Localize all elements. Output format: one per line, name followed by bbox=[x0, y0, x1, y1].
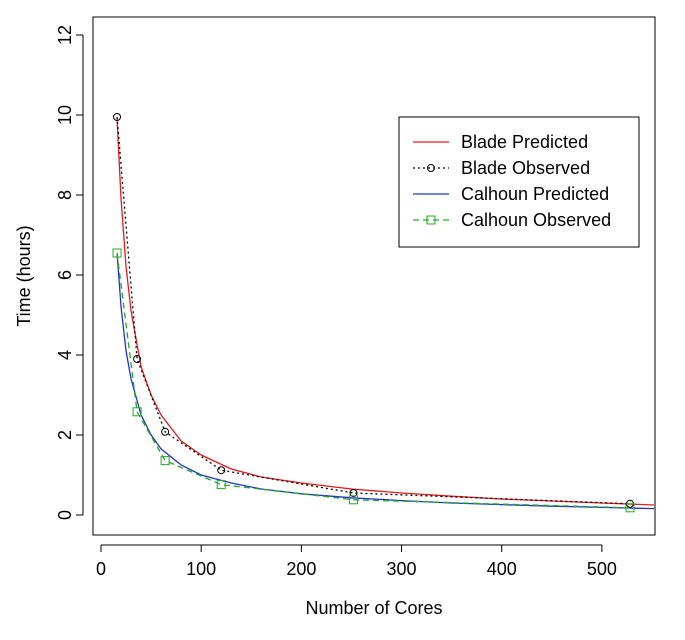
point-marker bbox=[625, 503, 635, 513]
y-tick-label: 8 bbox=[55, 190, 75, 200]
x-tick-label: 400 bbox=[487, 559, 517, 579]
point-marker bbox=[161, 427, 170, 436]
y-tick-label: 0 bbox=[55, 510, 75, 520]
y-tick-label: 12 bbox=[55, 25, 75, 45]
point-marker bbox=[112, 248, 122, 258]
x-tick-label: 300 bbox=[387, 559, 417, 579]
x-axis-title: Number of Cores bbox=[305, 598, 442, 618]
legend-label: Blade Predicted bbox=[461, 132, 588, 152]
x-tick-label: 0 bbox=[96, 559, 106, 579]
legend-marker bbox=[426, 215, 436, 225]
legend-label: Blade Observed bbox=[461, 158, 590, 178]
point-marker bbox=[217, 466, 226, 475]
point-marker bbox=[348, 495, 358, 505]
y-tick-label: 10 bbox=[55, 105, 75, 125]
point-marker bbox=[113, 113, 122, 121]
x-tick-label: 200 bbox=[286, 559, 316, 579]
point-marker bbox=[133, 355, 142, 363]
legend-marker bbox=[427, 164, 435, 172]
y-tick-label: 2 bbox=[55, 430, 75, 440]
x-tick-label: 500 bbox=[587, 559, 617, 579]
legend-label: Calhoun Predicted bbox=[461, 184, 609, 204]
y-tick-label: 6 bbox=[55, 270, 75, 280]
legend-box bbox=[398, 116, 640, 248]
point-marker bbox=[349, 489, 358, 497]
point-marker bbox=[132, 407, 142, 417]
point-marker bbox=[216, 480, 226, 490]
series-line bbox=[116, 252, 655, 510]
point-marker bbox=[160, 456, 170, 466]
legend-label: Calhoun Observed bbox=[461, 210, 611, 230]
plot-frame bbox=[92, 16, 656, 536]
x-tick-label: 100 bbox=[186, 559, 216, 579]
y-axis-title: Time (hours) bbox=[14, 225, 34, 326]
series-line bbox=[116, 252, 630, 509]
y-tick-label: 4 bbox=[55, 350, 75, 360]
